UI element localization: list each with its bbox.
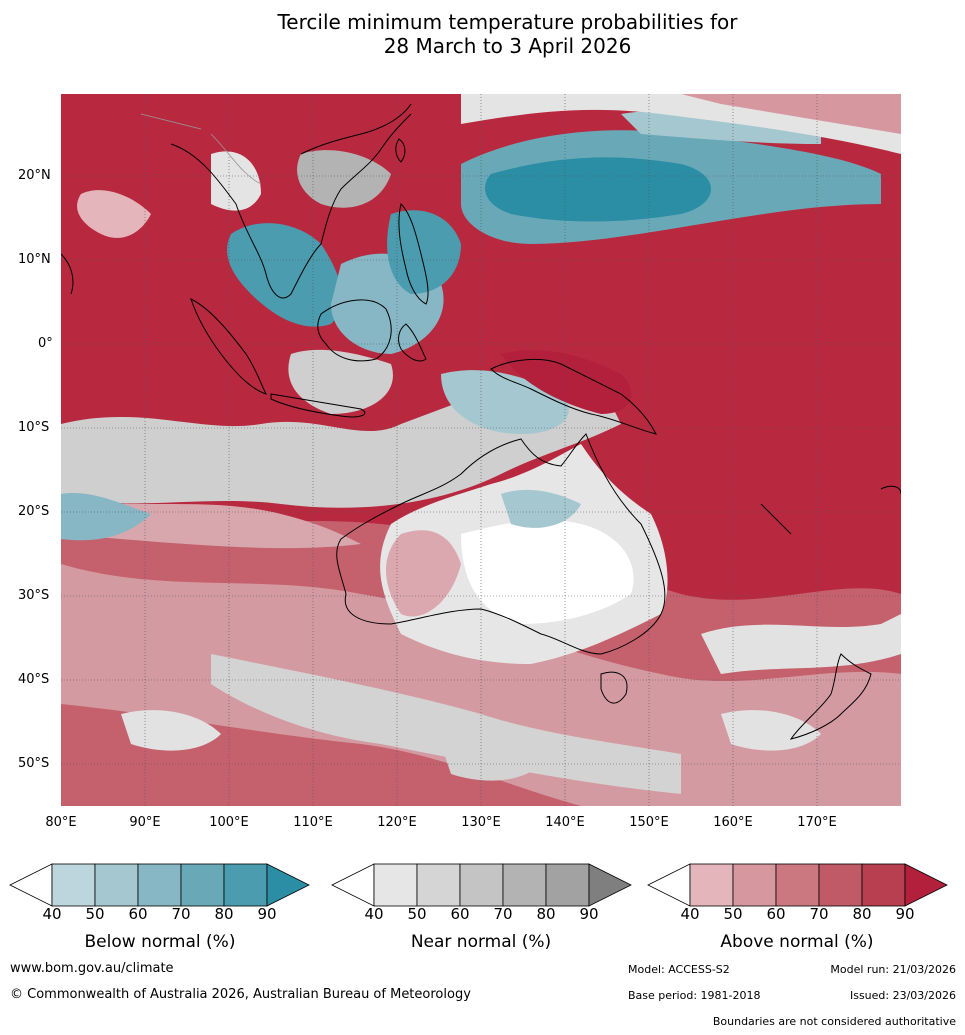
near-tick-60: 60 xyxy=(450,905,470,923)
below-tick-80: 80 xyxy=(214,905,234,923)
lat-label-20s: 20°S xyxy=(18,504,50,519)
lat-label-10s: 10°S xyxy=(18,420,50,435)
above-bin-2 xyxy=(732,863,777,907)
below-tick-90: 90 xyxy=(257,905,277,923)
near-bin-5 xyxy=(545,863,590,907)
above-tick-80: 80 xyxy=(852,905,872,923)
near-bin-3 xyxy=(459,863,504,907)
lat-label-0: 0° xyxy=(38,336,53,351)
near-tick-90: 90 xyxy=(579,905,599,923)
above-bin-5 xyxy=(861,863,906,907)
below-bin-1 xyxy=(51,863,96,907)
near-tick-40: 40 xyxy=(364,905,384,923)
lat-label-50s: 50°S xyxy=(18,756,50,771)
model-text: Model: ACCESS-S2 xyxy=(628,963,730,976)
issued-text: Issued: 23/03/2026 xyxy=(849,989,956,1002)
above-tick-40: 40 xyxy=(680,905,700,923)
copyright-text: © Commonwealth of Australia 2026, Austra… xyxy=(10,987,471,1002)
above-bin-3 xyxy=(775,863,820,907)
coastlines xyxy=(61,103,901,740)
below-tick-70: 70 xyxy=(171,905,191,923)
lon-label-130e: 130°E xyxy=(461,815,501,830)
below-bin-6 xyxy=(266,863,310,907)
title-line-1: Tercile minimum temperature probabilitie… xyxy=(277,10,738,34)
colorbar-above xyxy=(647,863,948,907)
near-tick-80: 80 xyxy=(536,905,556,923)
lon-label-100e: 100°E xyxy=(209,815,249,830)
above-bin-4 xyxy=(818,863,863,907)
model-run-text: Model run: 21/03/2026 xyxy=(830,963,956,976)
graticule xyxy=(61,94,901,806)
below-bin-5 xyxy=(223,863,268,907)
near-bin-0 xyxy=(331,863,375,907)
disclaimer-text: Boundaries are not considered authoritat… xyxy=(712,1015,956,1028)
lon-label-160e: 160°E xyxy=(713,815,753,830)
above-tick-60: 60 xyxy=(766,905,786,923)
inland-borders xyxy=(140,113,262,185)
above-bin-0 xyxy=(647,863,691,907)
lat-label-30s: 30°S xyxy=(18,588,50,603)
lon-label-140e: 140°E xyxy=(545,815,585,830)
lon-label-150e: 150°E xyxy=(629,815,669,830)
below-bin-2 xyxy=(94,863,139,907)
near-normal-label: Near normal (%) xyxy=(410,932,552,952)
below-tick-40: 40 xyxy=(42,905,62,923)
probability-map xyxy=(61,94,901,806)
map-title: Tercile minimum temperature probabilitie… xyxy=(0,10,965,58)
below-tick-50: 50 xyxy=(85,905,105,923)
lon-label-80e: 80°E xyxy=(45,815,77,830)
website-link[interactable]: www.bom.gov.au/climate xyxy=(10,961,174,976)
lon-label-120e: 120°E xyxy=(377,815,417,830)
base-period-text: Base period: 1981-2018 xyxy=(628,989,761,1002)
above-tick-90: 90 xyxy=(895,905,915,923)
below-tick-60: 60 xyxy=(128,905,148,923)
title-line-2: 28 March to 3 April 2026 xyxy=(383,34,632,58)
near-bin-1 xyxy=(373,863,418,907)
below-bin-4 xyxy=(180,863,225,907)
lat-label-20n: 20°N xyxy=(18,168,51,183)
lat-label-40s: 40°S xyxy=(18,672,50,687)
below-bin-3 xyxy=(137,863,182,907)
colorbar-below xyxy=(9,863,310,907)
near-bin-6 xyxy=(588,863,632,907)
above-bin-6 xyxy=(904,863,948,907)
near-bin-2 xyxy=(416,863,461,907)
near-bin-4 xyxy=(502,863,547,907)
below-normal-label: Below normal (%) xyxy=(84,932,236,952)
lat-label-10n: 10°N xyxy=(18,252,51,267)
above-tick-70: 70 xyxy=(809,905,829,923)
colorbars xyxy=(9,863,948,907)
near-tick-70: 70 xyxy=(493,905,513,923)
below-bin-0 xyxy=(9,863,53,907)
lon-label-110e: 110°E xyxy=(293,815,333,830)
lon-label-170e: 170°E xyxy=(797,815,837,830)
near-tick-50: 50 xyxy=(407,905,427,923)
above-normal-label: Above normal (%) xyxy=(720,932,874,952)
above-bin-1 xyxy=(689,863,734,907)
lon-label-90e: 90°E xyxy=(129,815,161,830)
colorbar-near xyxy=(331,863,632,907)
above-tick-50: 50 xyxy=(723,905,743,923)
